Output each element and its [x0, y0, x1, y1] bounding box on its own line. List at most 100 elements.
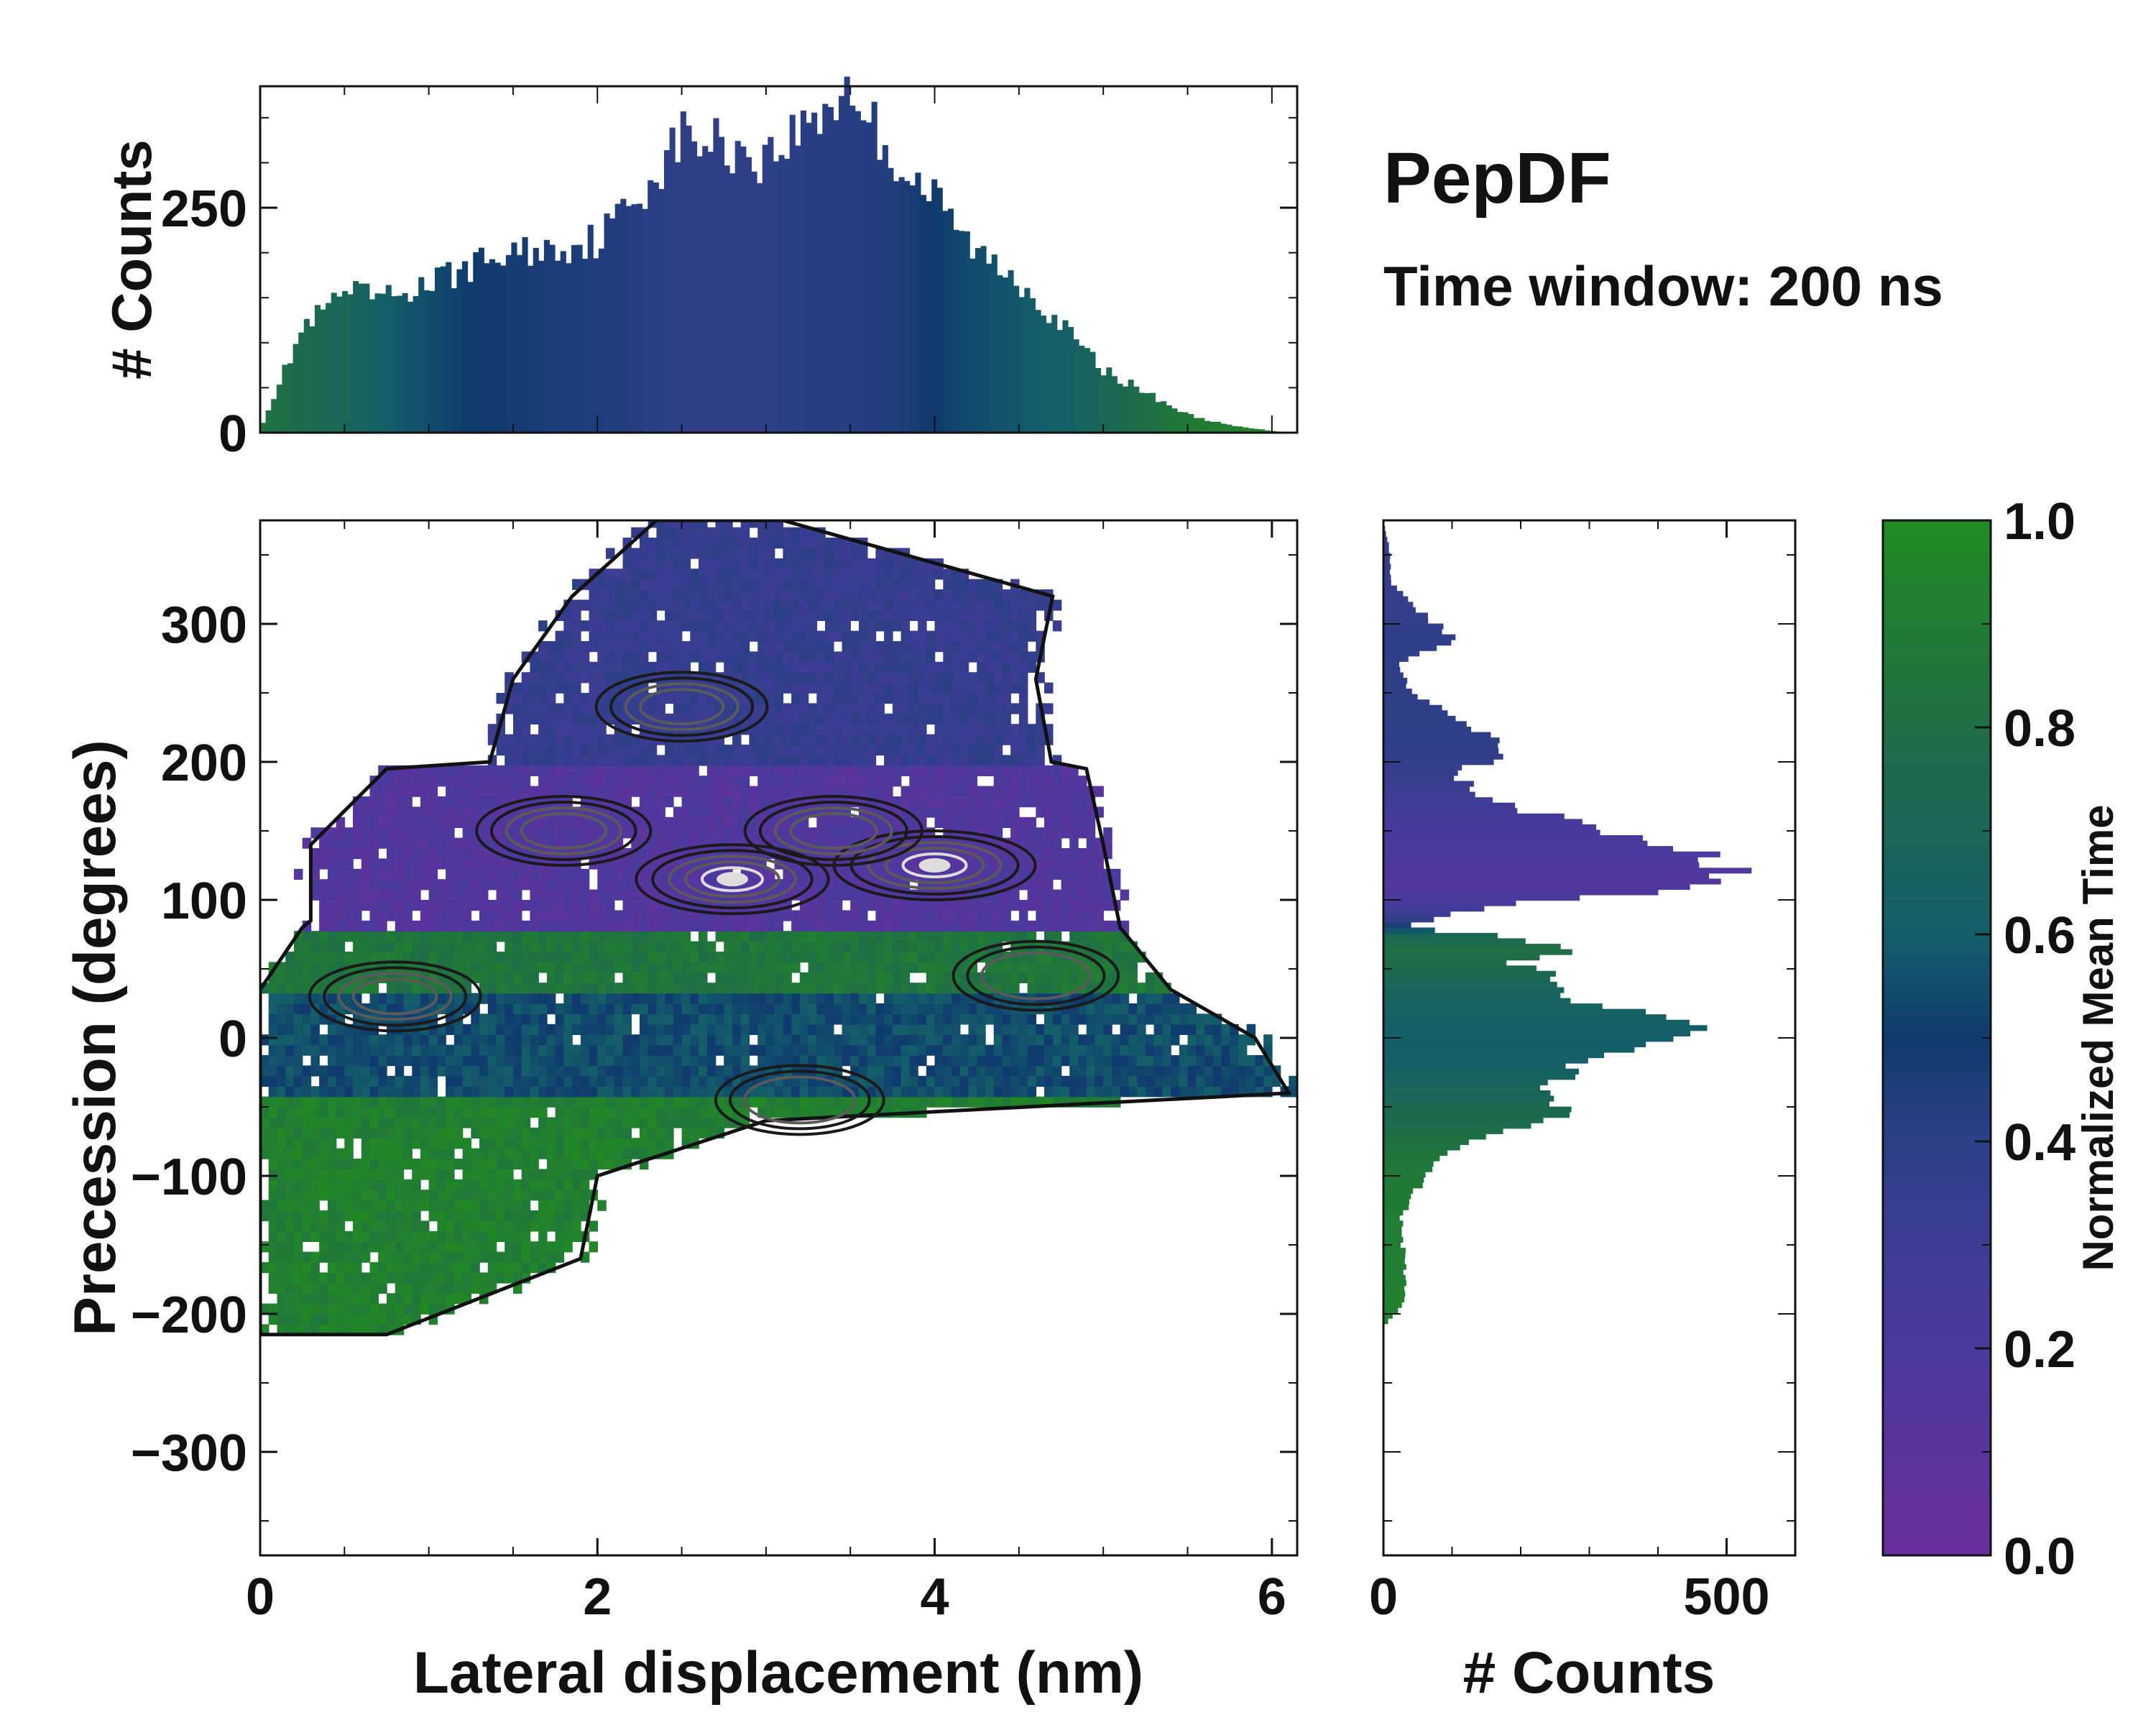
heatmap-cell	[521, 962, 531, 973]
heatmap-cell	[833, 889, 843, 901]
heatmap-cell	[875, 786, 885, 797]
heatmap-cell	[344, 1251, 354, 1263]
heatmap-cell	[369, 1065, 379, 1077]
heatmap-cell	[336, 837, 346, 849]
heatmap-cell	[310, 1117, 320, 1128]
top-histogram-bar	[702, 146, 709, 433]
heatmap-cell	[993, 910, 1003, 921]
heatmap-cell	[505, 931, 514, 942]
heatmap-cell	[344, 1127, 354, 1138]
heatmap-cell	[1196, 1044, 1205, 1056]
heatmap-cell	[808, 941, 818, 952]
heatmap-cell	[453, 1179, 464, 1190]
heatmap-cell	[1002, 713, 1011, 724]
heatmap-cell	[867, 703, 877, 714]
heatmap-cell	[378, 1272, 387, 1284]
heatmap-cell	[572, 993, 581, 1004]
heatmap-cell	[715, 745, 724, 756]
heatmap-cell	[783, 786, 792, 797]
heatmap-cell	[833, 755, 843, 766]
heatmap-cell	[403, 1159, 413, 1170]
heatmap-cell	[1078, 879, 1087, 891]
heatmap-cell	[934, 734, 944, 745]
heatmap-cell	[850, 786, 860, 797]
heatmap-cell	[580, 1024, 590, 1035]
heatmap-cell	[428, 1241, 438, 1253]
heatmap-cell	[344, 879, 354, 891]
heatmap-cell	[344, 1086, 354, 1098]
heatmap-cell	[496, 1107, 505, 1118]
heatmap-cell	[361, 1096, 371, 1108]
heatmap-cell	[589, 889, 598, 901]
heatmap-cell	[462, 816, 472, 828]
heatmap-cell	[420, 920, 430, 932]
heatmap-cell	[1187, 1024, 1197, 1035]
heatmap-cell	[521, 1107, 531, 1118]
heatmap-cell	[1120, 1044, 1130, 1056]
heatmap-cell	[563, 1086, 573, 1098]
heatmap-cell	[453, 1210, 464, 1222]
heatmap-cell	[403, 941, 413, 952]
heatmap-cell	[1078, 858, 1087, 870]
heatmap-cell	[496, 827, 505, 839]
heatmap-cell	[977, 765, 986, 776]
heatmap-cell	[934, 661, 944, 673]
heatmap-cell	[606, 651, 615, 663]
heatmap-cell	[446, 910, 455, 921]
heatmap-cell	[614, 1065, 624, 1077]
heatmap-cell	[513, 972, 522, 983]
heatmap-cell	[1018, 1034, 1028, 1046]
heatmap-cell	[1078, 1086, 1087, 1098]
heatmap-cell	[934, 672, 944, 684]
heatmap-cell	[673, 910, 683, 921]
heatmap-cell	[774, 879, 784, 891]
top-histogram-bar	[517, 254, 523, 433]
top-histogram-bar	[1182, 412, 1189, 433]
heatmap-cell	[749, 941, 758, 952]
heatmap-cell	[395, 776, 405, 787]
heatmap-cell	[757, 920, 767, 932]
heatmap-cell	[622, 734, 632, 745]
heatmap-cell	[622, 1055, 632, 1067]
heatmap-cell	[403, 1127, 413, 1138]
heatmap-cell	[825, 765, 834, 776]
heatmap-cell	[699, 1127, 708, 1138]
heatmap-cell	[606, 776, 615, 787]
heatmap-cell	[361, 1159, 371, 1170]
heatmap-cell	[513, 745, 522, 756]
heatmap-cell	[412, 1096, 421, 1108]
heatmap-cell	[842, 1003, 851, 1015]
heatmap-cell	[1078, 796, 1087, 808]
heatmap-cell	[867, 1065, 877, 1077]
heatmap-cell	[293, 1303, 303, 1315]
heatmap-cell	[926, 931, 936, 942]
heatmap-cell	[1069, 900, 1079, 911]
heatmap-cell	[319, 920, 328, 932]
heatmap-cell	[715, 1065, 724, 1077]
heatmap-cell	[952, 755, 961, 766]
top-histogram-bar	[1018, 297, 1025, 433]
heatmap-cell	[1010, 776, 1020, 787]
heatmap-cell	[765, 1034, 775, 1046]
heatmap-cell	[369, 1044, 379, 1056]
heatmap-cell	[1069, 816, 1079, 828]
heatmap-cell	[538, 776, 548, 787]
heatmap-cell	[387, 1117, 396, 1128]
heatmap-cell	[1018, 693, 1028, 704]
heatmap-cell	[563, 786, 573, 797]
heatmap-cell	[344, 1230, 354, 1242]
heatmap-cell	[1111, 1003, 1121, 1015]
heatmap-cell	[1018, 1024, 1028, 1035]
heatmap-cell	[783, 983, 792, 994]
heatmap-cell	[302, 1282, 312, 1294]
heatmap-cell	[487, 879, 497, 891]
heatmap-cell	[816, 1044, 826, 1056]
heatmap-cell	[859, 682, 868, 694]
heatmap-cell	[572, 931, 581, 942]
top-histogram-bar	[292, 344, 299, 433]
heatmap-cell	[1018, 651, 1028, 663]
heatmap-cell	[1069, 1044, 1079, 1056]
heatmap-cell	[1027, 786, 1037, 797]
heatmap-cell	[1027, 745, 1037, 756]
heatmap-cell	[546, 827, 556, 839]
